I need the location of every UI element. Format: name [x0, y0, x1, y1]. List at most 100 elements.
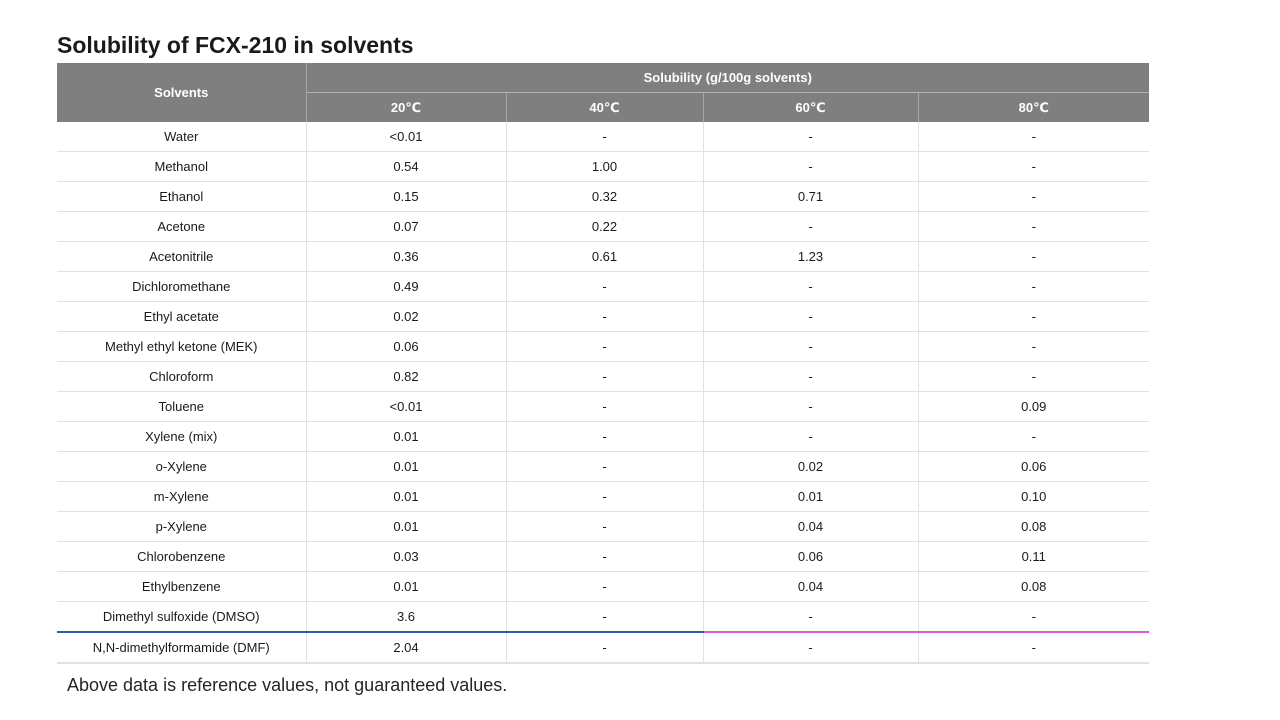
table-row: Chloroform 0.82- - -: [57, 361, 1149, 392]
solubility-cell: 0.08: [918, 571, 1149, 602]
solvent-cell: Toluene: [57, 391, 307, 422]
solubility-cell: -: [918, 241, 1149, 272]
table-row: Chlorobenzene 0.03-0.06 0.11: [57, 541, 1149, 572]
solubility-cell: -: [703, 151, 919, 182]
table-row: p-Xylene 0.01-0.04 0.08: [57, 511, 1149, 542]
solubility-cell: -: [918, 301, 1149, 332]
solvent-cell: Ethanol: [57, 181, 307, 212]
solvents-header: Solvents: [57, 63, 307, 122]
solubility-cell: 0.08: [918, 511, 1149, 542]
solubility-cell: 0.54: [306, 151, 507, 182]
solvent-cell: Ethyl acetate: [57, 301, 307, 332]
solubility-cell: 0.04: [703, 571, 919, 602]
solubility-cell: -: [703, 391, 919, 422]
solubility-cell: -: [918, 181, 1149, 212]
solvent-cell: Dimethyl sulfoxide (DMSO): [57, 601, 307, 633]
solubility-cell: 1.00: [506, 151, 704, 182]
solubility-cell: -: [918, 421, 1149, 452]
solubility-cell: -: [506, 301, 704, 332]
solubility-cell: 0.32: [506, 181, 704, 212]
solubility-cell: 0.11: [918, 541, 1149, 572]
table-row: Ethyl acetate 0.02- - -: [57, 301, 1149, 332]
solubility-cell: -: [703, 122, 919, 152]
solubility-cell: <0.01: [306, 122, 507, 152]
solubility-cell: -: [506, 421, 704, 452]
solubility-cell: 0.01: [306, 481, 507, 512]
solubility-cell: 0.06: [306, 331, 507, 362]
solubility-cell: 0.02: [306, 301, 507, 332]
solubility-cell: -: [703, 601, 919, 633]
disclaimer-note: Above data is reference values, not guar…: [67, 675, 508, 695]
solubility-cell: 1.23: [703, 241, 919, 272]
solubility-cell: 0.06: [703, 541, 919, 572]
solubility-cell: 0.01: [306, 451, 507, 482]
solubility-cell: -: [703, 271, 919, 302]
solubility-cell: -: [506, 361, 704, 392]
solubility-group-header: Solubility (g/100g solvents): [306, 63, 1149, 93]
solubility-cell: 0.06: [918, 451, 1149, 482]
solvent-cell: Methyl ethyl ketone (MEK): [57, 331, 307, 362]
table-row: Ethanol 0.15 0.32 0.71-: [57, 181, 1149, 212]
solubility-cell: 0.01: [703, 481, 919, 512]
solubility-cell: 0.01: [306, 421, 507, 452]
table-row: N,N-dimethylformamide (DMF) 2.04- - -: [57, 632, 1149, 664]
table-row: Toluene <0.01- -0.09: [57, 391, 1149, 422]
solvent-cell: Acetonitrile: [57, 241, 307, 272]
solubility-cell: 0.49: [306, 271, 507, 302]
solubility-cell: -: [506, 122, 704, 152]
solubility-cell: -: [506, 601, 704, 633]
solubility-cell: -: [506, 571, 704, 602]
table-row: Methyl ethyl ketone (MEK) 0.06- - -: [57, 331, 1149, 362]
solvent-cell: Acetone: [57, 211, 307, 242]
solubility-cell: 0.03: [306, 541, 507, 572]
table-row: Acetonitrile 0.36 0.61 1.23-: [57, 241, 1149, 272]
solubility-cell: 0.09: [918, 391, 1149, 422]
solvent-cell: m-Xylene: [57, 481, 307, 512]
solubility-cell: -: [506, 331, 704, 362]
header-row-group: Solvents Solubility (g/100g solvents): [57, 63, 1149, 122]
page-title: Solubility of FCX-210 in solvents: [57, 32, 414, 58]
solubility-cell: 0.04: [703, 511, 919, 542]
solubility-cell: -: [703, 361, 919, 392]
solubility-cell: -: [918, 271, 1149, 302]
table-row: m-Xylene 0.01-0.01 0.10: [57, 481, 1149, 512]
solubility-cell: -: [703, 211, 919, 242]
solubility-cell: 0.07: [306, 211, 507, 242]
temp-header-20: 20℃: [306, 92, 507, 122]
solubility-cell: 0.36: [306, 241, 507, 272]
solubility-cell: 0.61: [506, 241, 704, 272]
temp-header-60: 60℃: [703, 92, 919, 122]
table-row: Xylene (mix) 0.01- - -: [57, 421, 1149, 452]
solvent-cell: Chloroform: [57, 361, 307, 392]
solubility-table: Solvents Solubility (g/100g solvents) 20…: [57, 63, 1149, 664]
solvent-cell: Methanol: [57, 151, 307, 182]
solubility-cell: -: [918, 632, 1149, 664]
table-row: Methanol 0.54 1.00- -: [57, 151, 1149, 182]
solvent-cell: o-Xylene: [57, 451, 307, 482]
solvent-cell: N,N-dimethylformamide (DMF): [57, 632, 307, 664]
solubility-cell: -: [703, 421, 919, 452]
table-row: Acetone 0.07 0.22- -: [57, 211, 1149, 242]
solubility-cell: 0.02: [703, 451, 919, 482]
solubility-cell: 0.15: [306, 181, 507, 212]
solubility-cell: -: [506, 451, 704, 482]
solubility-cell: -: [918, 601, 1149, 633]
solubility-cell: -: [918, 122, 1149, 152]
solvent-cell: Ethylbenzene: [57, 571, 307, 602]
solubility-cell: -: [506, 632, 704, 664]
solvent-cell: Dichloromethane: [57, 271, 307, 302]
table-row: Ethylbenzene 0.01-0.04 0.08: [57, 571, 1149, 602]
solubility-cell: 0.01: [306, 571, 507, 602]
solubility-cell: 3.6: [306, 601, 507, 633]
solubility-cell: 0.82: [306, 361, 507, 392]
solubility-cell: -: [506, 481, 704, 512]
header-row-temps: 20℃ 40℃ 60℃ 80℃: [57, 92, 1149, 122]
solvent-cell: Xylene (mix): [57, 421, 307, 452]
solubility-cell: -: [703, 632, 919, 664]
solvent-cell: Water: [57, 122, 307, 152]
solubility-cell: 0.01: [306, 511, 507, 542]
solubility-cell: 0.10: [918, 481, 1149, 512]
solubility-cell: -: [918, 361, 1149, 392]
temp-header-40: 40℃: [506, 92, 704, 122]
solubility-cell: -: [918, 331, 1149, 362]
